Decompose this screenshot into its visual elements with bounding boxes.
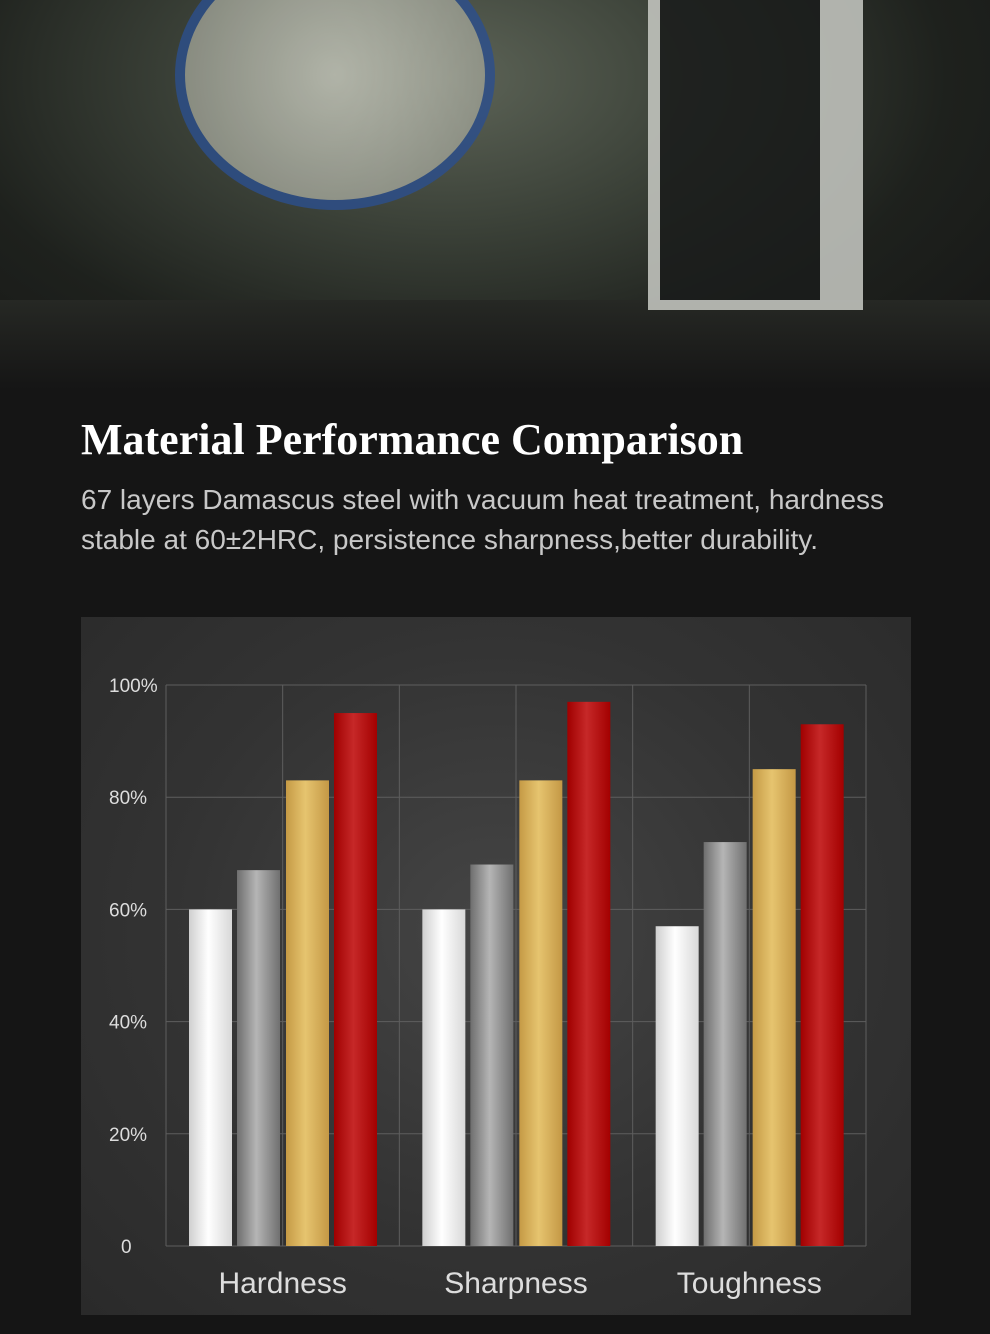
bar-toughness-1	[703, 842, 747, 1246]
control-cabinet	[648, 0, 863, 310]
y-tick-label: 100%	[109, 676, 158, 697]
y-tick-label: 0	[121, 1237, 132, 1258]
section-title: Material Performance Comparison	[81, 415, 744, 464]
comparison-chart: 0 20% 40% 60% 80% 100% Hardness Sharpness Toughn…	[81, 617, 911, 1315]
x-tick-label: Sharpness	[444, 1267, 587, 1300]
bar-sharpness-3	[567, 701, 611, 1246]
bar-toughness-3	[800, 724, 844, 1246]
y-tick-label: 40%	[109, 1013, 147, 1034]
x-tick-label: Toughness	[677, 1267, 822, 1300]
floor	[0, 300, 990, 390]
y-tick-label: 80%	[109, 788, 147, 809]
x-tick-label: Hardness	[218, 1267, 346, 1300]
bar-toughness-0	[655, 926, 699, 1246]
bar-sharpness-0	[422, 909, 466, 1246]
bar-hardness-0	[189, 909, 232, 1246]
y-tick-label: 60%	[109, 900, 147, 921]
bar-hardness-3	[334, 713, 377, 1246]
bar-hardness-2	[286, 780, 329, 1246]
bar-toughness-2	[752, 769, 796, 1246]
bar-sharpness-1	[470, 864, 514, 1246]
factory-photo	[0, 0, 990, 390]
bar-hardness-1	[237, 870, 280, 1246]
chart-svg: 0 20% 40% 60% 80% 100% Hardness Sharpness Toughn…	[109, 676, 867, 1300]
bar-sharpness-2	[519, 780, 563, 1246]
section-description: 67 layers Damascus steel with vacuum hea…	[81, 484, 885, 555]
y-tick-label: 20%	[109, 1125, 147, 1146]
vacuum-furnace	[175, 0, 495, 210]
